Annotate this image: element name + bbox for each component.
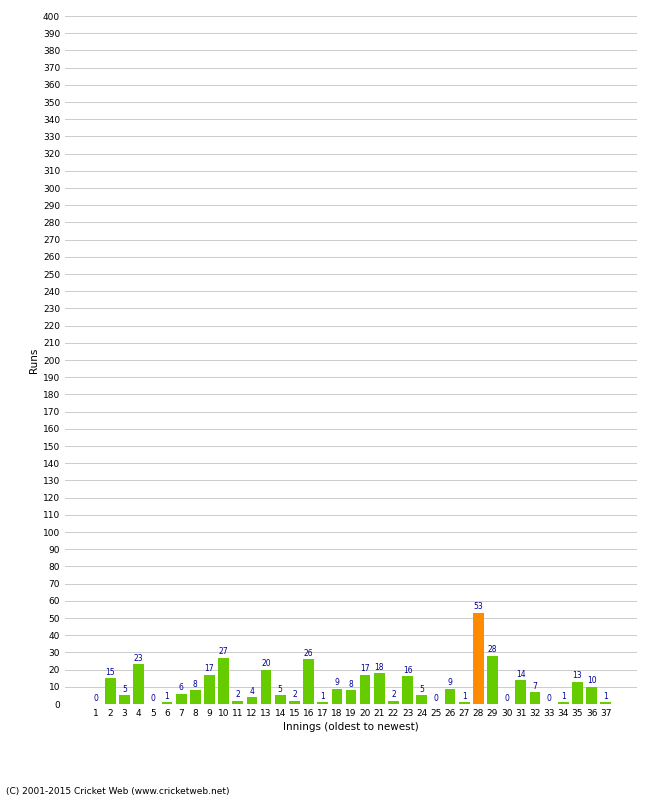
Text: 10: 10 bbox=[587, 677, 596, 686]
Bar bbox=[601, 702, 611, 704]
Bar bbox=[488, 656, 498, 704]
Text: 9: 9 bbox=[334, 678, 339, 687]
Text: 0: 0 bbox=[504, 694, 509, 702]
Bar bbox=[176, 694, 187, 704]
Bar bbox=[558, 702, 569, 704]
Text: 26: 26 bbox=[304, 649, 313, 658]
Bar bbox=[530, 692, 540, 704]
Bar bbox=[445, 689, 456, 704]
Text: 14: 14 bbox=[516, 670, 526, 678]
Text: 4: 4 bbox=[250, 686, 254, 696]
Text: 8: 8 bbox=[193, 680, 198, 689]
Bar bbox=[360, 674, 370, 704]
Bar bbox=[459, 702, 469, 704]
Bar bbox=[233, 701, 243, 704]
Bar bbox=[417, 695, 427, 704]
Bar bbox=[261, 670, 272, 704]
Text: 0: 0 bbox=[94, 694, 99, 702]
Text: 5: 5 bbox=[122, 685, 127, 694]
Bar bbox=[374, 673, 385, 704]
Text: 13: 13 bbox=[573, 671, 582, 680]
Bar bbox=[105, 678, 116, 704]
Text: 28: 28 bbox=[488, 646, 497, 654]
Text: 17: 17 bbox=[360, 664, 370, 674]
Text: 1: 1 bbox=[164, 692, 170, 701]
Bar bbox=[190, 690, 201, 704]
Text: 5: 5 bbox=[419, 685, 424, 694]
Bar bbox=[317, 702, 328, 704]
Text: 53: 53 bbox=[473, 602, 483, 611]
Bar bbox=[572, 682, 582, 704]
Text: 1: 1 bbox=[603, 692, 608, 701]
Text: 15: 15 bbox=[106, 668, 115, 677]
Text: 1: 1 bbox=[561, 692, 566, 701]
Text: 27: 27 bbox=[219, 647, 228, 656]
Text: 0: 0 bbox=[150, 694, 155, 702]
Text: 16: 16 bbox=[403, 666, 412, 675]
Bar bbox=[218, 658, 229, 704]
Bar bbox=[332, 689, 342, 704]
Text: 1: 1 bbox=[320, 692, 325, 701]
Bar bbox=[204, 674, 214, 704]
Text: 5: 5 bbox=[278, 685, 283, 694]
Text: 2: 2 bbox=[391, 690, 396, 699]
Text: 8: 8 bbox=[348, 680, 354, 689]
Bar bbox=[133, 665, 144, 704]
Bar bbox=[120, 695, 130, 704]
Bar bbox=[402, 677, 413, 704]
Bar bbox=[388, 701, 398, 704]
Bar bbox=[162, 702, 172, 704]
Text: 0: 0 bbox=[547, 694, 552, 702]
Text: 9: 9 bbox=[448, 678, 452, 687]
Text: 0: 0 bbox=[434, 694, 438, 702]
Text: 18: 18 bbox=[374, 662, 384, 672]
Text: 23: 23 bbox=[134, 654, 144, 663]
X-axis label: Innings (oldest to newest): Innings (oldest to newest) bbox=[283, 722, 419, 732]
Y-axis label: Runs: Runs bbox=[29, 347, 39, 373]
Bar bbox=[586, 686, 597, 704]
Text: 7: 7 bbox=[532, 682, 538, 690]
Text: 6: 6 bbox=[179, 683, 184, 692]
Text: 2: 2 bbox=[235, 690, 240, 699]
Text: 1: 1 bbox=[462, 692, 467, 701]
Bar bbox=[289, 701, 300, 704]
Bar bbox=[275, 695, 285, 704]
Bar bbox=[304, 659, 314, 704]
Text: 20: 20 bbox=[261, 659, 271, 668]
Bar bbox=[473, 613, 484, 704]
Bar bbox=[515, 680, 526, 704]
Text: (C) 2001-2015 Cricket Web (www.cricketweb.net): (C) 2001-2015 Cricket Web (www.cricketwe… bbox=[6, 787, 230, 796]
Bar bbox=[346, 690, 356, 704]
Text: 2: 2 bbox=[292, 690, 297, 699]
Bar bbox=[246, 697, 257, 704]
Text: 17: 17 bbox=[205, 664, 214, 674]
